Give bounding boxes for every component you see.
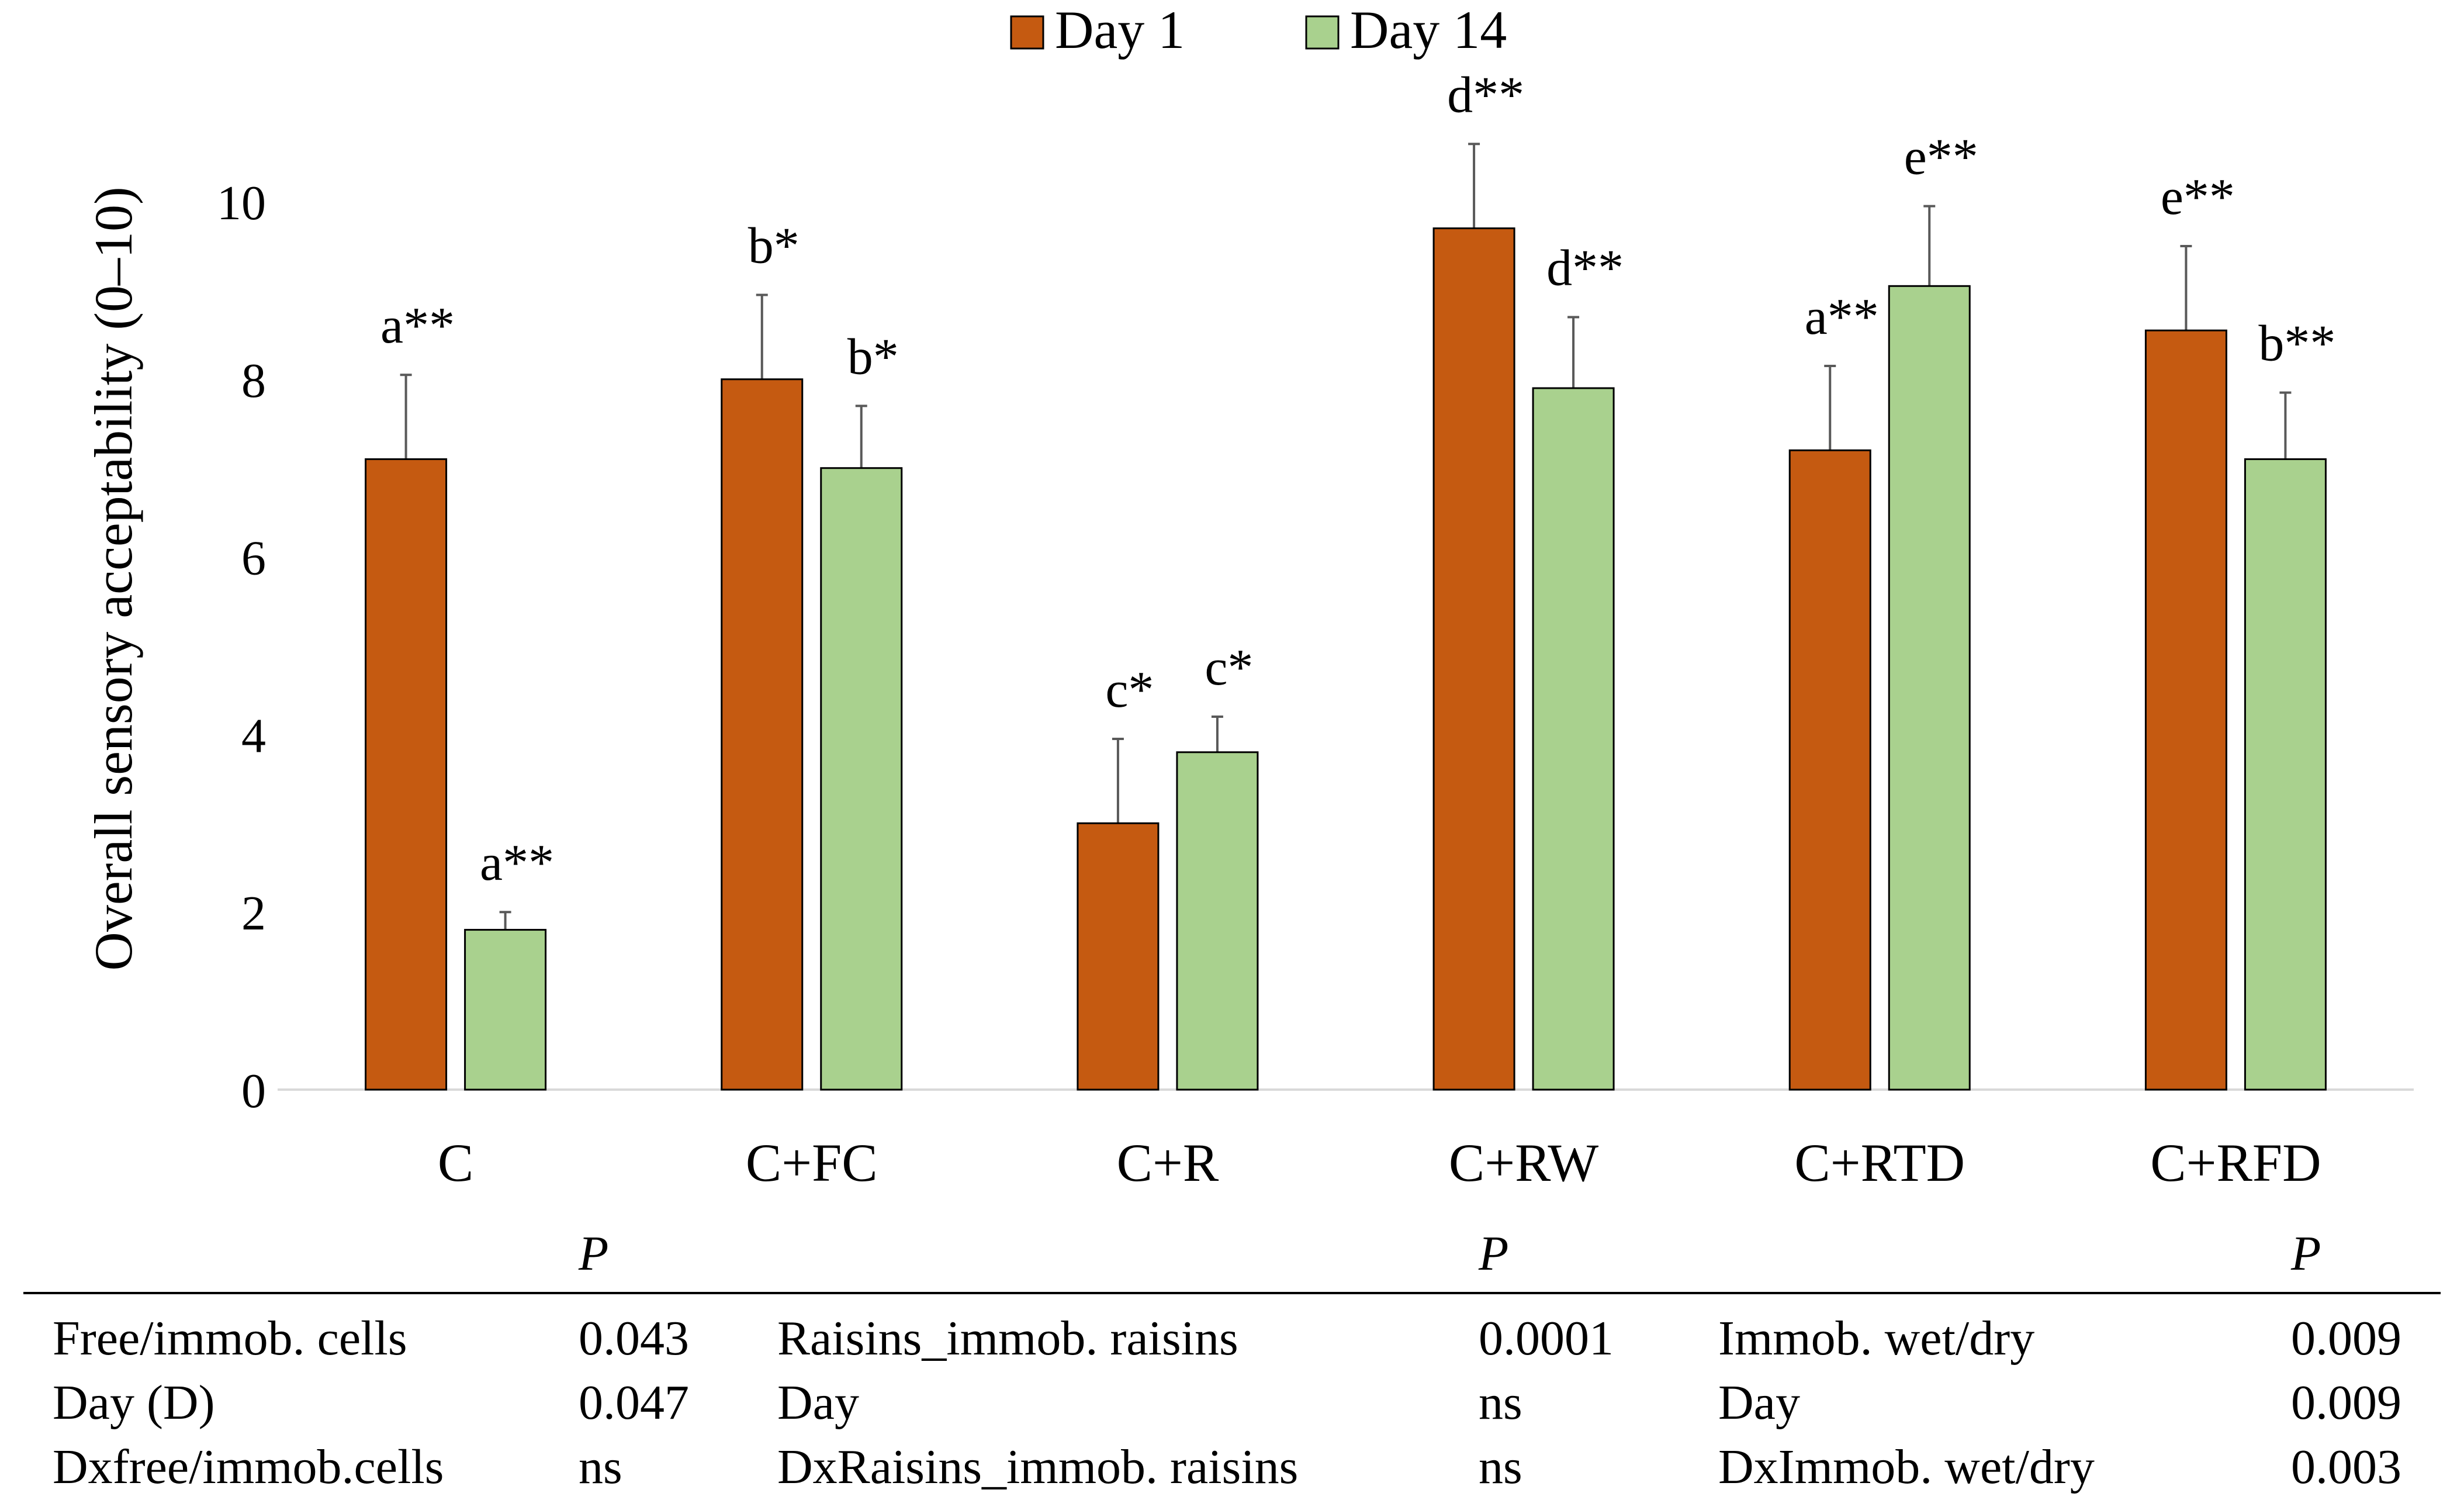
sig-label-day14-C+RW: d**	[1546, 240, 1624, 296]
x-tick-label-C+RTD: C+RTD	[1794, 1133, 1965, 1193]
p-value-cell: 0.047	[579, 1375, 689, 1430]
error-bars	[400, 143, 2292, 949]
sig-label-day14-C+R: c*	[1205, 640, 1253, 696]
sig-label-day1-C+R: c*	[1105, 662, 1154, 718]
sig-label-day14-C+RFD: b**	[2258, 316, 2335, 372]
bar-day14-C	[464, 929, 547, 1091]
p-value-cell: 0.009	[2291, 1311, 2401, 1366]
significance-labels: a** a** b* b* c* c* d** d** a** e** e** b**	[380, 67, 2335, 891]
p-value-cell: 0.0001	[1479, 1311, 1614, 1366]
x-tick-label-C+FC: C+FC	[746, 1133, 878, 1193]
sig-label-day1-C+RW: d**	[1447, 67, 1524, 123]
sig-label-day1-C+RTD: a**	[1805, 289, 1879, 345]
y-axis-ticks: 0 2 4 6 8 10	[217, 176, 266, 1118]
x-tick-label-C+RW: C+RW	[1449, 1133, 1599, 1193]
y-tick-label-10: 10	[217, 176, 266, 230]
bar-day14-C+RFD	[2244, 458, 2327, 1091]
p-header-3: P	[2291, 1226, 2321, 1281]
factor-cell: Day	[777, 1375, 859, 1430]
p-header-1: P	[579, 1226, 609, 1281]
factor-cell: Dxfree/immob.cells	[53, 1440, 444, 1494]
bar-day1-C+RW	[1432, 227, 1515, 1091]
y-tick-label-6: 6	[241, 531, 266, 586]
sig-label-day1-C: a**	[380, 298, 455, 354]
sig-label-day14-C: a**	[480, 835, 554, 891]
x-tick-label-C: C	[438, 1133, 473, 1193]
p-value-cell: ns	[579, 1440, 622, 1494]
factor-cell: DxRaisins_immob. raisins	[777, 1440, 1299, 1494]
factor-cell: Free/immob. cells	[53, 1311, 407, 1366]
sig-label-day14-C+FC: b*	[847, 329, 899, 385]
legend-swatch-day14	[1305, 15, 1340, 50]
legend-label-day1: Day 1	[1055, 0, 1185, 60]
bar-day14-C+FC	[820, 467, 903, 1091]
x-tick-label-C+R: C+R	[1117, 1133, 1219, 1193]
bar-day1-C+R	[1077, 822, 1160, 1091]
p-value-cell: ns	[1479, 1440, 1522, 1494]
bar-day1-C	[365, 458, 448, 1091]
p-value-cell: 0.003	[2291, 1440, 2401, 1494]
factor-cell: Day (D)	[53, 1375, 215, 1430]
x-tick-label-C+RFD: C+RFD	[2150, 1133, 2321, 1193]
stats-row: Day (D) 0.047 Day ns Day 0.009	[23, 1371, 2441, 1435]
bar-day1-C+RFD	[2144, 329, 2227, 1091]
bars	[365, 227, 2327, 1091]
bar-day14-C+RW	[1532, 387, 1615, 1091]
factor-cell: Raisins_immob. raisins	[777, 1311, 1238, 1366]
table-rule	[23, 1292, 2441, 1294]
p-value-cell: 0.009	[2291, 1375, 2401, 1430]
stats-row: Dxfree/immob.cells ns DxRaisins_immob. rai…	[23, 1435, 2441, 1499]
p-value-cell: ns	[1479, 1375, 1522, 1430]
sig-label-day14-C+RTD: e**	[1904, 129, 1978, 186]
sig-label-day1-C+FC: b*	[748, 217, 800, 274]
chart-legend: Day 1 Day 14	[1010, 0, 1507, 60]
bar-day14-C+RTD	[1888, 285, 1971, 1091]
stats-row: Free/immob. cells 0.043 Raisins_immob. rai…	[23, 1307, 2441, 1371]
bar-chart: Day 1 Day 14 Overall sensory acceptabilit…	[84, 0, 2414, 1193]
factor-cell: Day	[1718, 1375, 1800, 1430]
y-tick-label-2: 2	[241, 886, 266, 941]
bar-day14-C+R	[1176, 751, 1259, 1091]
factor-cell: DxImmob. wet/dry	[1718, 1440, 2095, 1494]
legend-swatch-day1	[1010, 15, 1044, 50]
y-tick-label-0: 0	[241, 1064, 266, 1118]
y-tick-label-4: 4	[241, 708, 266, 763]
y-axis-label: Overall sensory acceptability (0–10)	[84, 186, 143, 970]
p-value-cell: 0.043	[579, 1311, 689, 1366]
y-tick-label-8: 8	[241, 354, 266, 408]
legend-label-day14: Day 14	[1350, 0, 1507, 60]
bar-day1-C+RTD	[1788, 449, 1871, 1091]
factor-cell: Immob. wet/dry	[1718, 1311, 2035, 1366]
sig-label-day1-C+RFD: e**	[2161, 169, 2235, 226]
bar-day1-C+FC	[721, 378, 804, 1091]
x-axis-ticks: C C+FC C+R C+RW C+RTD C+RFD	[438, 1133, 2321, 1193]
p-header-2: P	[1479, 1226, 1509, 1281]
